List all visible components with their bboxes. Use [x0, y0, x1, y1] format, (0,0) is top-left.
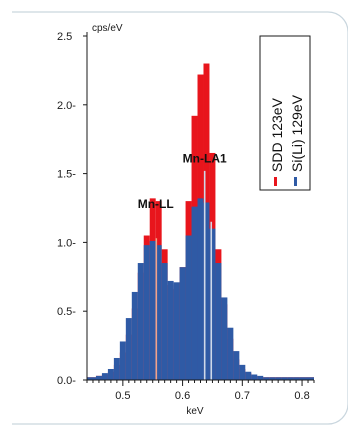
panel-border [12, 11, 348, 425]
bar-sili [131, 291, 138, 380]
bar-sili [293, 377, 300, 380]
bar-sili [173, 282, 180, 380]
bar-sili [185, 235, 192, 380]
bar-sili [87, 377, 90, 380]
bar-sili [101, 373, 108, 380]
y-tick-label: 0.5- [57, 306, 76, 318]
bar-sili [281, 377, 288, 380]
bar-sili [149, 241, 156, 380]
bar-sili [209, 228, 216, 380]
bar-sili [311, 377, 314, 380]
bar-sili [305, 377, 312, 380]
y-tick-label: 0.0- [57, 375, 76, 387]
bar-sili [251, 374, 258, 380]
y-tick-label: 2.0- [57, 100, 76, 112]
bar-sili [137, 263, 144, 380]
bar-sili [203, 202, 210, 380]
legend-swatch-sdd [274, 177, 277, 186]
bar-sili [119, 341, 126, 380]
bar-sili [143, 245, 150, 380]
y-tick-label: 2.5 [57, 31, 72, 43]
bar-sili [161, 263, 168, 380]
bar-sili [299, 377, 306, 380]
x-tick-label: 0.8 [294, 390, 309, 402]
bar-sili [167, 280, 174, 380]
annotation-mn-ll: Mn-LL [138, 197, 174, 211]
legend-label-sili: Si(Li) 129eV [289, 94, 305, 172]
legend-swatch-sili [294, 177, 297, 186]
bar-sili [287, 377, 294, 380]
legend-box [259, 35, 311, 191]
annotation-mn-la1: Mn-LA1 [183, 152, 227, 166]
annotations: Mn-LL Mn-LA1 [138, 152, 227, 211]
bar-sili [233, 351, 240, 380]
bar-sili [125, 318, 132, 380]
bar-sili [95, 375, 102, 380]
x-tick-label: 0.7 [235, 390, 250, 402]
axes: cps/eV keV 0.0- 0.5- 1.0- 1.5- 2.0- 2.5 0.5 0.6… [57, 23, 315, 417]
bar-sili [245, 371, 252, 380]
bar-sili [155, 245, 162, 380]
bar-sili [269, 377, 276, 380]
bar-sili [191, 206, 198, 380]
bar-sili [179, 267, 186, 380]
plot-area [87, 63, 314, 381]
legend: SDD 123eV Si(Li) 129eV [259, 35, 311, 191]
bar-sili [239, 364, 246, 380]
bar-sili [197, 198, 204, 380]
bar-sili [215, 263, 222, 380]
bar-sili [221, 297, 228, 380]
x-tick-label: 0.6 [175, 390, 190, 402]
bar-sili [107, 368, 114, 380]
legend-label-sdd: SDD 123eV [269, 97, 285, 172]
bar-sili [257, 375, 264, 380]
y-tick-label: 1.0- [57, 237, 76, 249]
bar-sili [89, 377, 96, 380]
bar-sili [227, 327, 234, 380]
x-axis-label: keV [186, 406, 204, 417]
bar-sili [113, 357, 120, 380]
x-tick-label: 0.5 [115, 390, 130, 402]
y-tick-label: 1.5- [57, 169, 76, 181]
bar-sili [263, 377, 270, 380]
y-axis-label: cps/eV [92, 23, 123, 34]
bar-sili [275, 377, 282, 380]
